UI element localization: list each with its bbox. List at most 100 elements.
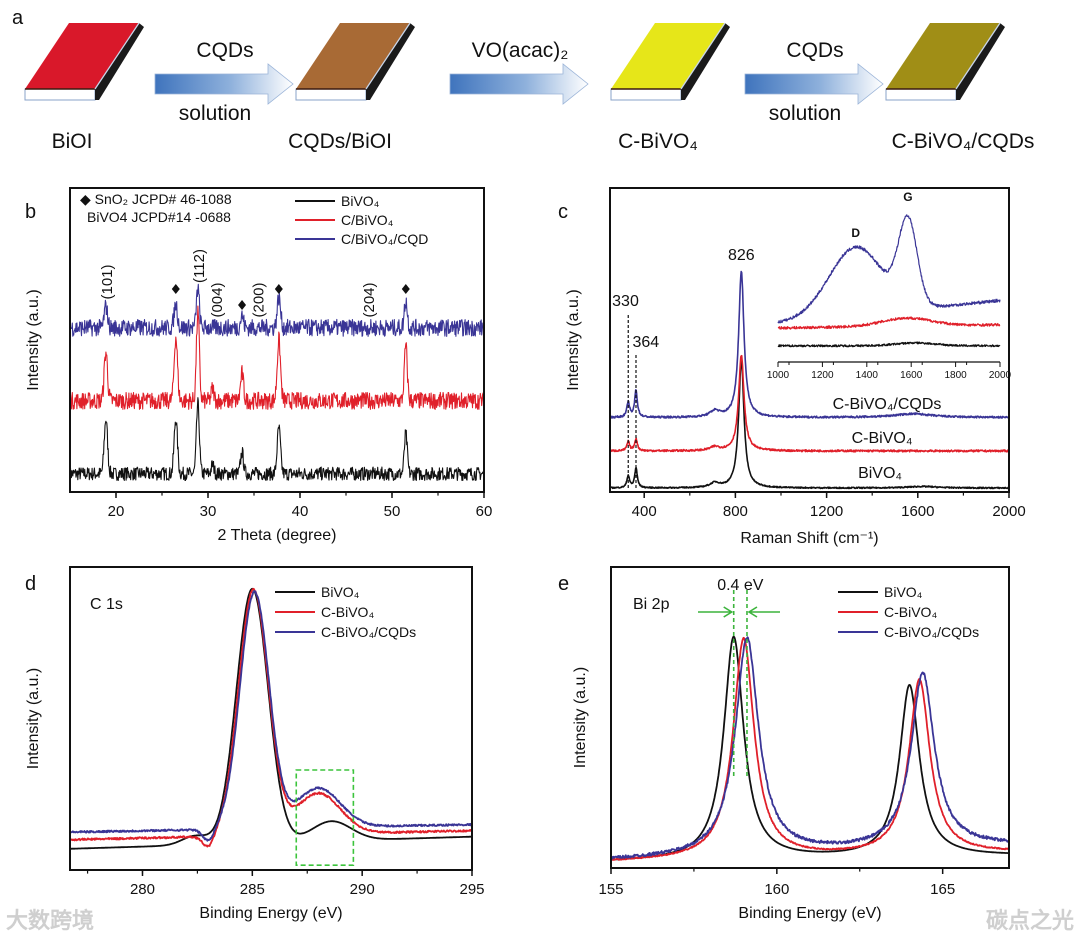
x-tick-label: 285 bbox=[240, 881, 265, 898]
slab-top-face bbox=[611, 23, 725, 89]
inset-tick-label: 2000 bbox=[989, 370, 1012, 381]
legend-entry: C-BiVO₄/CQDs bbox=[884, 624, 979, 640]
x-axis-label: Binding Energy (eV) bbox=[738, 905, 881, 922]
legend-entry: C-BiVO₄ bbox=[321, 604, 374, 620]
series-line-0 bbox=[777, 341, 1001, 348]
peak-label: 364 bbox=[632, 334, 659, 351]
legend-entry: C-BiVO₄ bbox=[884, 604, 937, 620]
hkl-label: (200) bbox=[251, 282, 268, 317]
xps-c1s-chart: 280 285 290 295 Binding Energy (eV) Intensity… bbox=[25, 566, 485, 922]
series-line-2 bbox=[609, 270, 1010, 419]
x-tick-label: 165 bbox=[930, 881, 955, 898]
step-label: BiOI bbox=[52, 130, 93, 153]
plot-frame bbox=[609, 187, 1010, 493]
legend-entry: BiVO₄ bbox=[884, 584, 923, 600]
arrow-reagent-label: VO(acac)₂ bbox=[472, 39, 569, 62]
inset-tick-label: 1400 bbox=[856, 370, 879, 381]
slab-side-face bbox=[366, 23, 415, 100]
legend-entry: C-BiVO₄/CQDs bbox=[321, 624, 416, 640]
watermark-left: 大数跨境 bbox=[6, 908, 94, 932]
panel-label-d: d bbox=[25, 573, 36, 595]
legend-entry: C/BiVO₄/CQD bbox=[341, 231, 428, 247]
x-tick-label: 50 bbox=[384, 503, 401, 520]
series-line-1 bbox=[69, 305, 485, 410]
panel-label-a: a bbox=[12, 7, 24, 29]
arrow-reagent-label: CQDs bbox=[196, 39, 253, 62]
series-label: BiVO₄ bbox=[858, 465, 902, 482]
slab-front-face bbox=[24, 88, 96, 101]
sno2-diamond-icon bbox=[401, 284, 410, 294]
x-tick-label: 800 bbox=[723, 503, 748, 520]
series-line-2 bbox=[777, 214, 1001, 324]
band-label: G bbox=[903, 190, 912, 204]
band-label: D bbox=[851, 226, 860, 240]
panel-label-e: e bbox=[558, 573, 569, 595]
inset-tick-label: 1200 bbox=[811, 370, 834, 381]
sno2-diamond-icon bbox=[171, 284, 180, 294]
x-tick-label: 1200 bbox=[810, 503, 843, 520]
x-tick-label: 1600 bbox=[901, 503, 934, 520]
x-tick-label: 160 bbox=[764, 881, 789, 898]
reference-note: ◆ SnO₂ JCPD# 46-1088 bbox=[80, 191, 232, 207]
x-tick-label: 155 bbox=[598, 881, 623, 898]
reference-note: BiVO4 JCPD#14 -0688 bbox=[87, 209, 231, 225]
inset-tick-label: 1600 bbox=[900, 370, 923, 381]
series-line-2 bbox=[610, 636, 1010, 860]
x-tick-label: 40 bbox=[292, 503, 309, 520]
inset-tick-label: 1000 bbox=[767, 370, 790, 381]
plot-frame bbox=[610, 566, 1010, 869]
arrow-right-icon bbox=[698, 606, 734, 618]
hkl-label: (112) bbox=[191, 249, 208, 283]
x-tick-label: 400 bbox=[632, 503, 657, 520]
slab-top-face bbox=[296, 23, 410, 89]
x-tick-label: 2000 bbox=[992, 503, 1025, 520]
x-tick-label: 20 bbox=[108, 503, 125, 520]
sno2-diamond-icon bbox=[274, 284, 283, 294]
reaction-arrow-icon bbox=[449, 63, 589, 105]
x-tick-label: 290 bbox=[350, 881, 375, 898]
y-axis-label: Intensity (a.u.) bbox=[25, 668, 42, 769]
y-axis-label: Intensity (a.u.) bbox=[565, 289, 582, 390]
xrd-chart: 20 30 40 50 60 2 Theta (degree) Intensity (a.u… bbox=[25, 187, 493, 544]
legend-entry: BiVO₄ bbox=[341, 193, 380, 209]
x-axis-label: 2 Theta (degree) bbox=[218, 527, 337, 544]
slab-top-face bbox=[886, 23, 1000, 89]
hkl-label: (101) bbox=[99, 264, 116, 299]
sample-slab bbox=[24, 22, 144, 101]
core-level-label: Bi 2p bbox=[633, 596, 670, 613]
watermark-right: 碳点之光 bbox=[986, 908, 1074, 932]
slab-top-face bbox=[25, 23, 139, 89]
series-line-2 bbox=[69, 283, 485, 337]
series-line-0 bbox=[69, 397, 485, 481]
arrow-left-icon bbox=[747, 606, 780, 618]
sample-slab bbox=[295, 22, 415, 101]
x-tick-label: 295 bbox=[459, 881, 484, 898]
series-line-1 bbox=[777, 316, 1001, 330]
y-axis-label: Intensity (a.u.) bbox=[25, 289, 42, 390]
plot-frame bbox=[69, 187, 485, 493]
sample-slab bbox=[610, 22, 730, 101]
series-line-0 bbox=[609, 359, 1010, 490]
step-label: C-BiVO₄/CQDs bbox=[892, 130, 1035, 153]
sno2-diamond-icon bbox=[238, 300, 247, 310]
slab-front-face bbox=[295, 88, 367, 101]
arrow-condition-label: solution bbox=[769, 102, 841, 125]
highlight-box bbox=[295, 769, 355, 866]
slab-side-face bbox=[95, 23, 144, 100]
slab-front-face bbox=[885, 88, 957, 101]
legend-entry: BiVO₄ bbox=[321, 584, 360, 600]
raman-chart: 400 800 1200 1600 2000 Raman Shift (cm⁻¹) Inte… bbox=[558, 187, 1026, 547]
synthesis-scheme: a BiOI CQDs/BiOI C-BiVO₄ C-BiVO₄/CQDs CQDs sol… bbox=[12, 7, 1034, 153]
core-level-label: C 1s bbox=[90, 596, 123, 613]
y-axis-label: Intensity (a.u.) bbox=[572, 667, 589, 768]
series-label: C-BiVO₄/CQDs bbox=[833, 396, 942, 413]
step-label: C-BiVO₄ bbox=[618, 130, 698, 153]
series-label: C-BiVO₄ bbox=[852, 430, 913, 447]
legend-entry: C/BiVO₄ bbox=[341, 212, 394, 228]
x-axis-label: Binding Energy (eV) bbox=[199, 905, 342, 922]
series-line-2 bbox=[69, 590, 473, 842]
step-label: CQDs/BiOI bbox=[288, 130, 392, 153]
x-tick-label: 60 bbox=[476, 503, 493, 520]
